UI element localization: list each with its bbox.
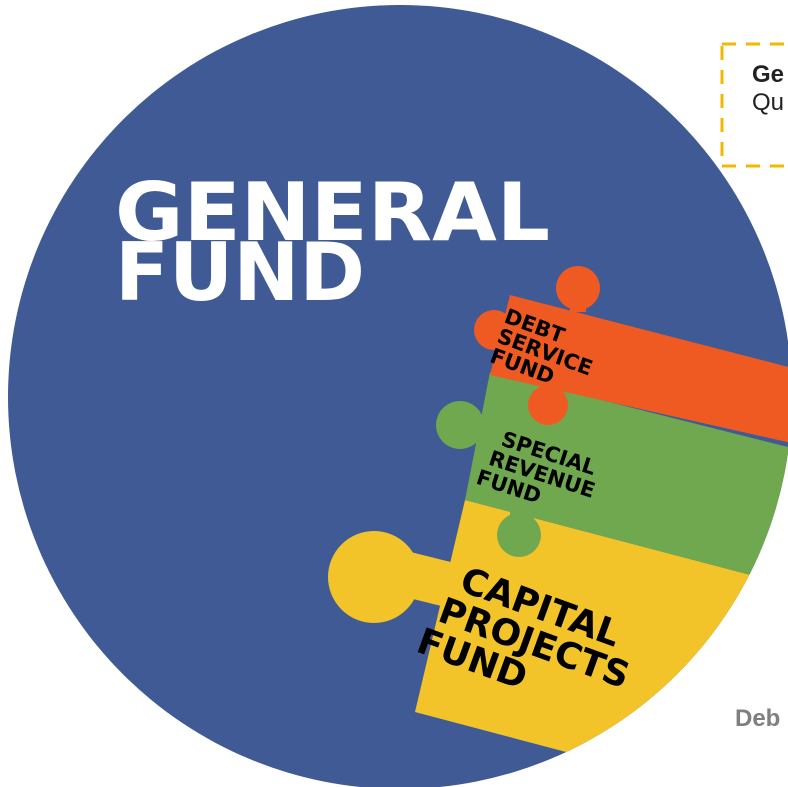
title-line: GENERAL bbox=[115, 166, 550, 259]
footer-label: Deb bbox=[735, 705, 780, 732]
title-line: FUND bbox=[115, 226, 365, 319]
knob bbox=[436, 401, 484, 449]
callout-box bbox=[720, 42, 788, 168]
knob-neck bbox=[375, 545, 465, 609]
knob-neck bbox=[494, 320, 514, 338]
debt-piece bbox=[490, 295, 788, 445]
knob bbox=[528, 385, 568, 425]
knob-neck bbox=[510, 495, 528, 535]
callout-title: Ge bbox=[752, 61, 784, 88]
special-piece bbox=[465, 372, 788, 588]
knob-neck bbox=[540, 375, 556, 403]
callout-text: Qu bbox=[752, 89, 784, 116]
knob-neck bbox=[570, 288, 586, 312]
